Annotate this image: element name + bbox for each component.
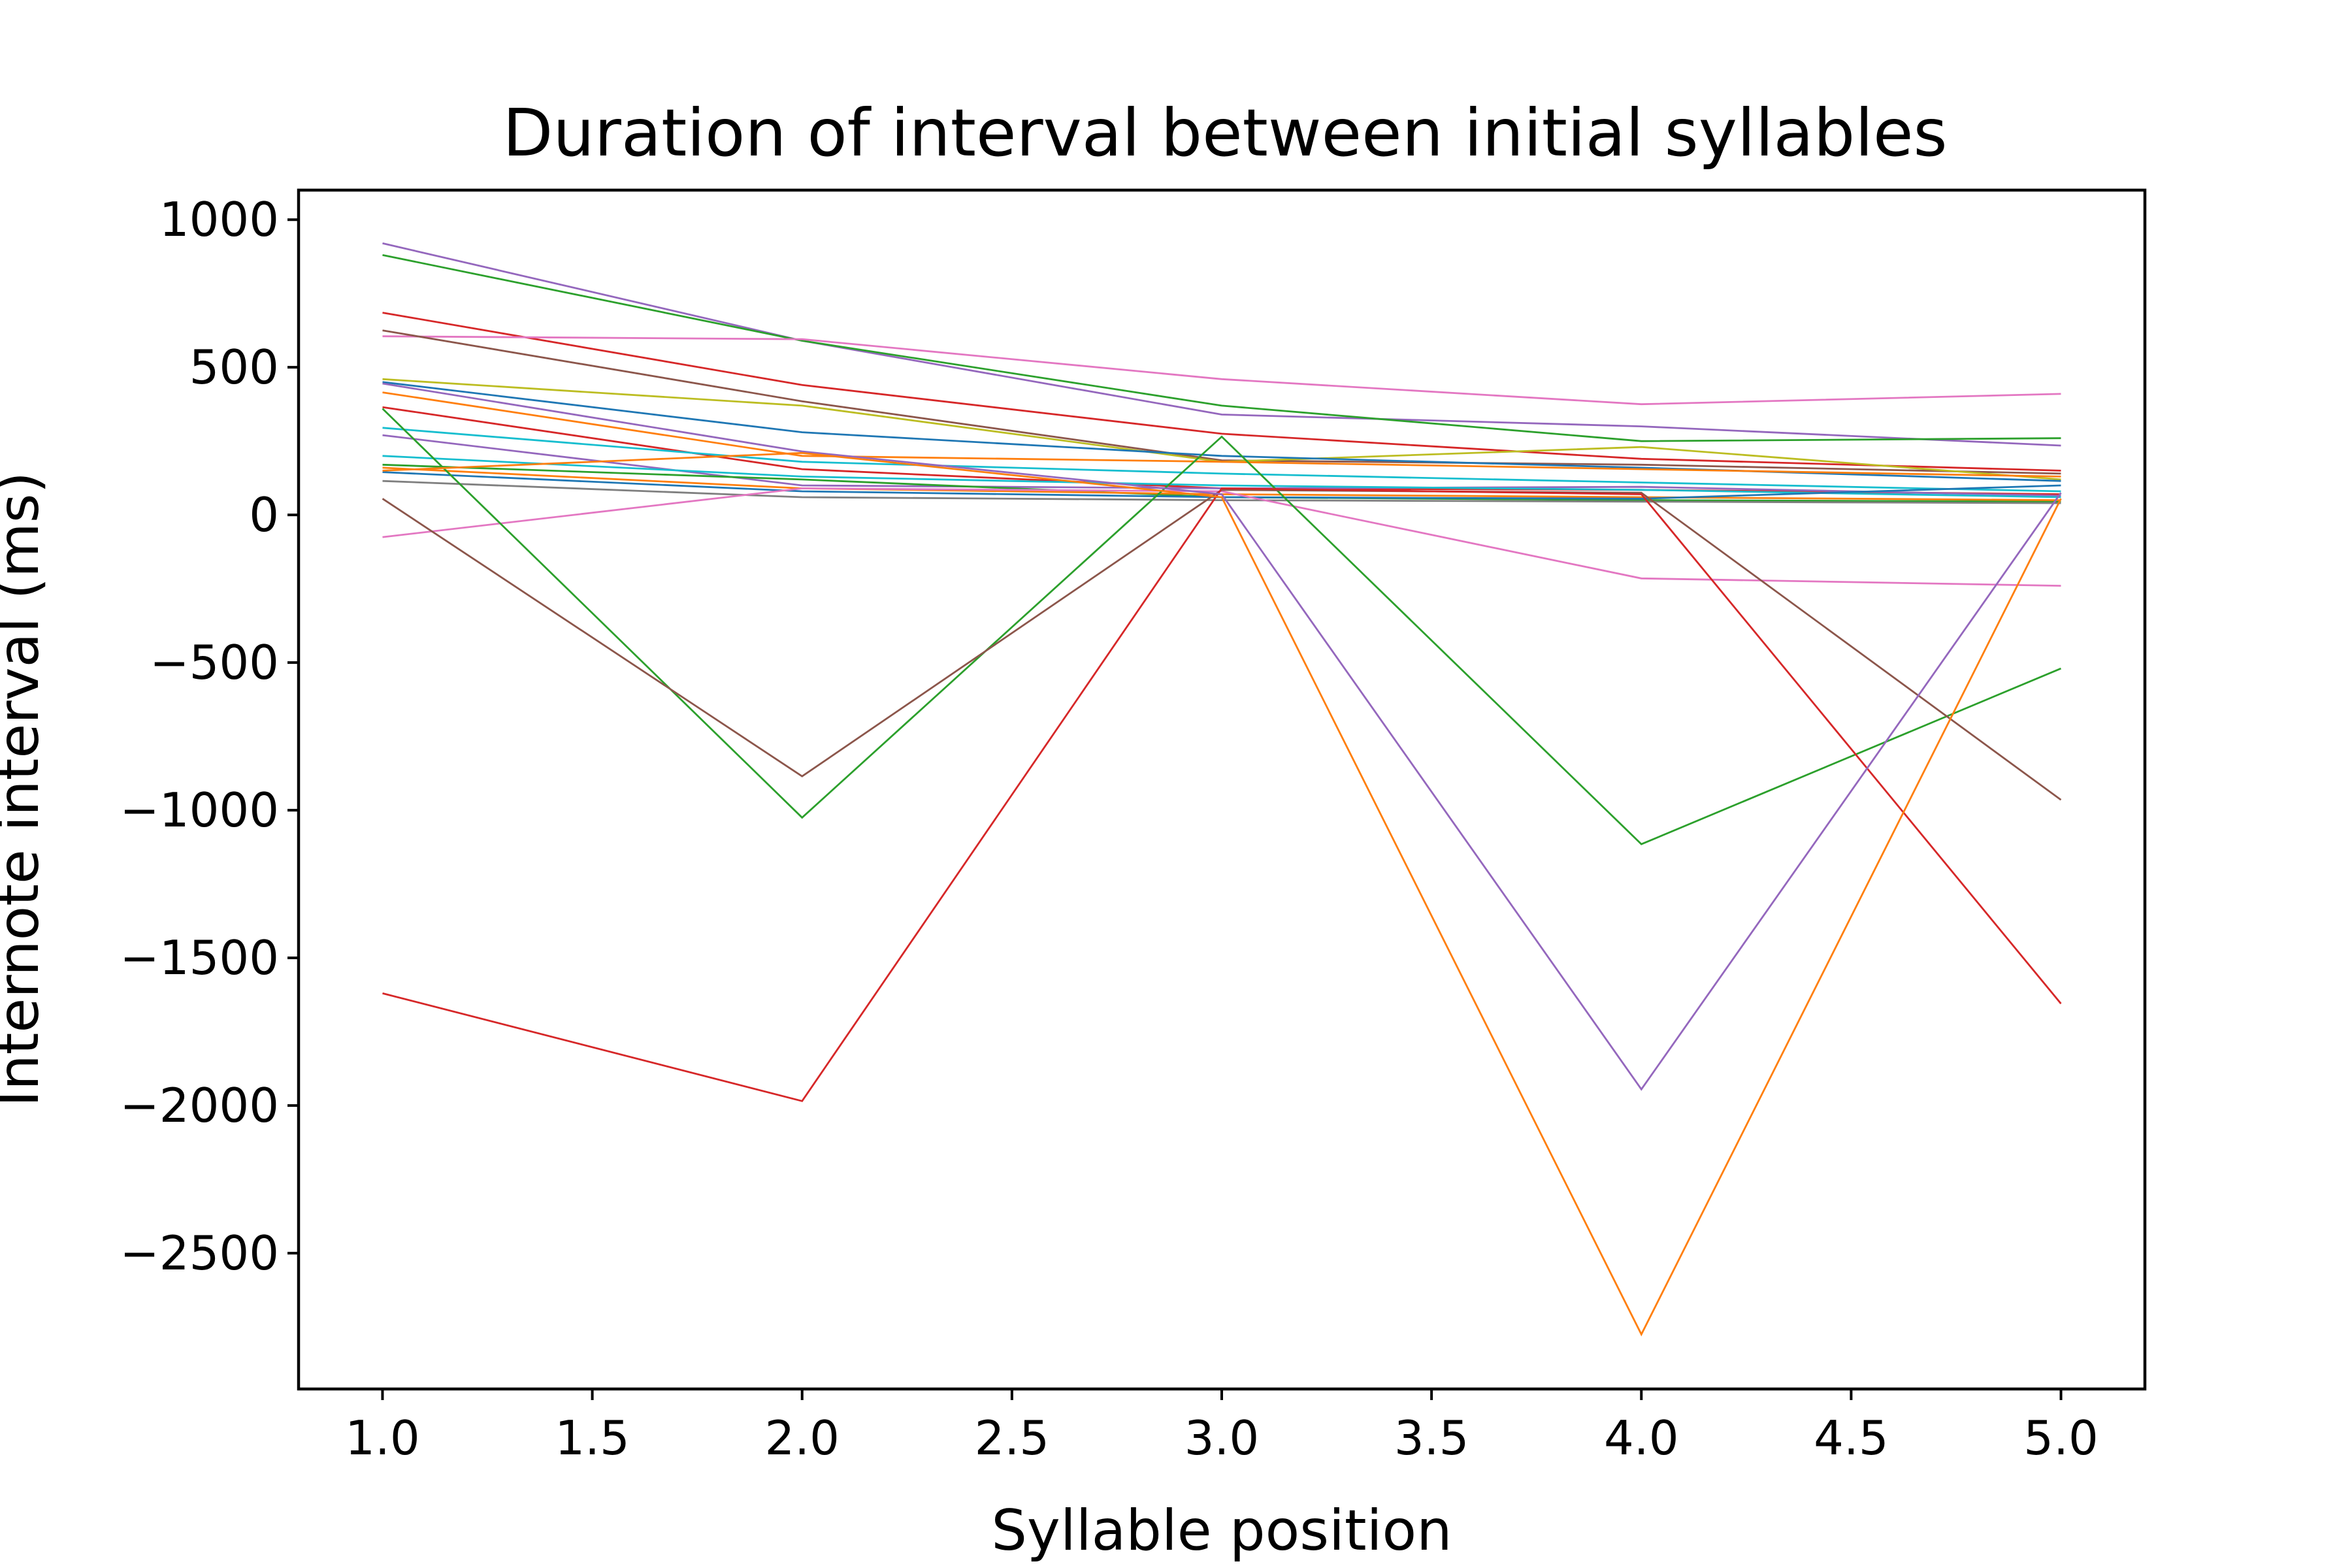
y-tick-label: −2500 — [120, 1226, 279, 1281]
y-tick-label: −1500 — [120, 930, 279, 985]
series-line-22 — [382, 451, 2062, 1337]
series-line-20 — [382, 487, 2062, 1102]
x-axis: 1.0 1.5 2.0 2.5 3.0 3.5 4.0 4.5 5.0 — [345, 1389, 2099, 1465]
series-line-15 — [382, 480, 2061, 504]
series-line-17 — [382, 487, 2061, 587]
series-line-1 — [382, 242, 2061, 447]
series-line-5 — [382, 329, 2061, 475]
series-line-12 — [382, 455, 2061, 498]
series-line-10 — [382, 427, 2061, 493]
y-tick-label: −2000 — [120, 1078, 279, 1133]
x-tick-label: 3.5 — [1394, 1411, 1469, 1465]
series-line-2 — [382, 254, 2061, 442]
series-line-4 — [382, 335, 2061, 406]
y-axis: 1000 500 0 −500 −1000 −1500 −2000 −2500 — [120, 192, 299, 1281]
x-axis-label: Syllable position — [991, 1498, 1452, 1563]
y-tick-label: −500 — [150, 635, 279, 690]
x-tick-label: 4.5 — [1814, 1411, 1889, 1465]
series-line-8 — [382, 391, 2061, 478]
series-line-18 — [382, 408, 2062, 845]
y-axis-label: Internote interval (ms) — [0, 472, 52, 1107]
x-tick-label: 1.5 — [555, 1411, 630, 1465]
series-line-3 — [382, 312, 2061, 472]
plot-frame — [297, 188, 2147, 1391]
x-tick-label: 2.5 — [975, 1411, 1050, 1465]
y-tick-label: 0 — [249, 487, 279, 542]
y-tick-label: −1000 — [120, 783, 279, 838]
x-tick-label: 1.0 — [345, 1411, 420, 1465]
x-tick-label: 4.0 — [1604, 1411, 1679, 1465]
series-line-9 — [382, 406, 2061, 495]
series-line-21 — [382, 382, 2062, 1091]
x-tick-label: 2.0 — [764, 1411, 840, 1465]
x-tick-label: 5.0 — [2023, 1411, 2099, 1465]
series-line-19 — [382, 489, 2062, 801]
chart-title: Duration of interval between initial syl… — [502, 95, 1947, 171]
x-tick-label: 3.0 — [1184, 1411, 1260, 1465]
y-tick-label: 500 — [189, 340, 279, 395]
y-tick-label: 1000 — [159, 192, 279, 247]
series-layer — [382, 242, 2062, 1337]
